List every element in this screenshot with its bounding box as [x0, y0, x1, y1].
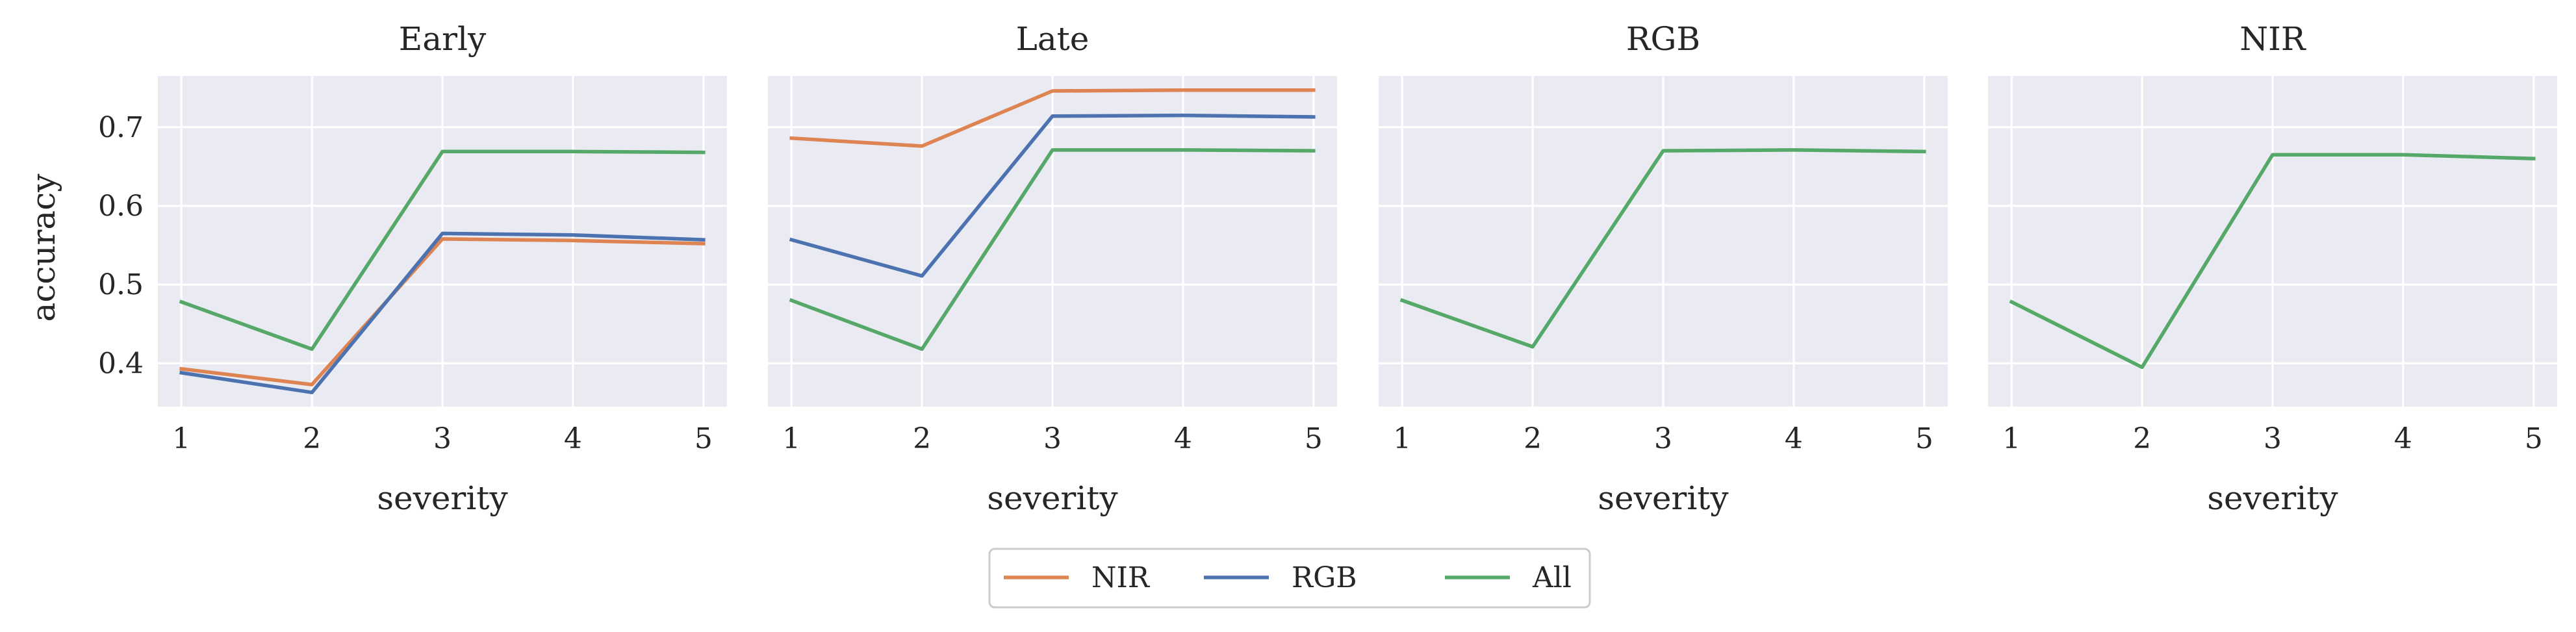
panel-title: RGB — [1626, 20, 1700, 58]
series-line-all — [1399, 148, 1926, 349]
legend: NIR RGB All — [988, 548, 1591, 609]
series-line-rgb — [179, 231, 706, 394]
x-tick-label: 3 — [1043, 422, 1062, 455]
series-line-rgb — [789, 113, 1316, 278]
x-tick-label: 4 — [1174, 422, 1192, 455]
y-tick-label: 0.7 — [98, 111, 144, 144]
legend-label-all: All — [1532, 561, 1572, 594]
x-tick-label: 4 — [2394, 422, 2412, 455]
x-tick-label: 2 — [2133, 422, 2151, 455]
x-tick-label: 1 — [2002, 422, 2021, 455]
series-line-nir — [179, 237, 706, 386]
panel-late: 1 2 3 4 5 Late severity — [768, 20, 1337, 517]
y-axis-label: accuracy — [25, 173, 62, 322]
x-axis-label: severity — [2207, 479, 2338, 517]
x-tick-label: 5 — [1915, 422, 1933, 455]
legend-box — [988, 548, 1591, 609]
x-tick-label: 2 — [913, 422, 931, 455]
panel-early: 1 2 3 4 5 0.4 0.5 0.6 0.7 Early severity accuracy — [25, 20, 727, 517]
x-tick-label: 3 — [433, 422, 452, 455]
x-axis-label: severity — [987, 479, 1118, 517]
x-tick-label: 4 — [564, 422, 582, 455]
x-tick-label: 1 — [782, 422, 800, 455]
x-tick-label: 2 — [303, 422, 321, 455]
x-tick-label: 2 — [1524, 422, 1542, 455]
x-tick-label: 1 — [1393, 422, 1411, 455]
series-line-nir — [789, 88, 1316, 148]
x-axis-label: severity — [1598, 479, 1729, 517]
series-line-all — [179, 149, 706, 351]
x-tick-label: 1 — [172, 422, 190, 455]
panel-title: NIR — [2239, 20, 2306, 58]
panel-title: Late — [1016, 20, 1090, 58]
legend-label-nir: NIR — [1091, 561, 1151, 594]
x-tick-label: 3 — [2264, 422, 2282, 455]
y-tick-label: 0.5 — [98, 268, 144, 301]
legend-label-rgb: RGB — [1292, 561, 1357, 594]
x-axis-label: severity — [377, 479, 508, 517]
series-line-all — [789, 148, 1316, 351]
x-tick-label: 5 — [695, 422, 713, 455]
x-tick-label: 3 — [1654, 422, 1672, 455]
series-line-all — [2009, 153, 2536, 370]
y-tick-label: 0.6 — [98, 190, 144, 223]
panel-title: Early — [399, 20, 487, 58]
x-tick-label: 5 — [2525, 422, 2543, 455]
x-tick-label: 5 — [1305, 422, 1323, 455]
y-tick-label: 0.4 — [98, 347, 144, 380]
panel-rgb: 1 2 3 4 5 RGB severity — [1379, 20, 1948, 517]
x-tick-label: 4 — [1785, 422, 1803, 455]
panel-nir: 1 2 3 4 5 NIR severity — [1988, 20, 2557, 517]
